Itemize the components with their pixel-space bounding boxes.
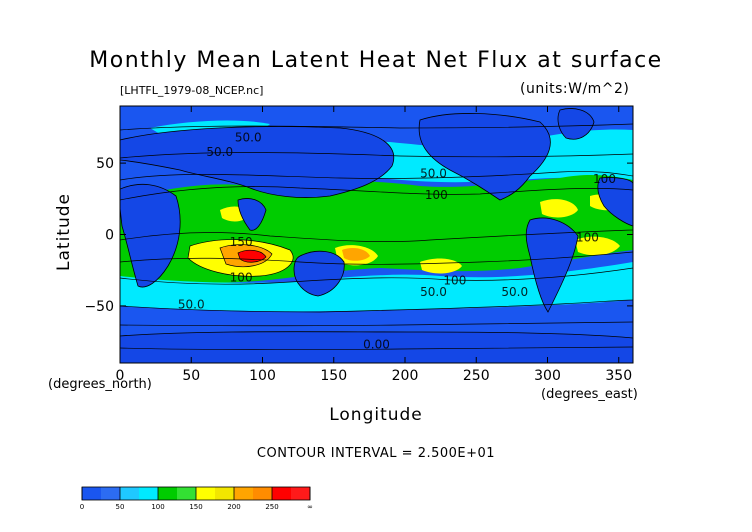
- colorbar-swatch: [215, 487, 235, 500]
- x-tick-label: 50: [182, 368, 200, 384]
- field-s-atlantic-yellow: [575, 236, 620, 256]
- colorbar-label: 250: [265, 503, 278, 511]
- field-caribbean-yellow: [540, 199, 578, 218]
- x-axis-label: Longitude: [329, 405, 423, 425]
- field-s-pacific-orange: [342, 248, 370, 261]
- land-india: [237, 198, 267, 231]
- contour-line: [120, 299, 633, 313]
- y-tick-label: 50: [96, 156, 114, 172]
- colorbar-swatch: [234, 487, 254, 500]
- colorbar-label: 50: [116, 503, 125, 511]
- x-tick-label: 250: [463, 368, 490, 384]
- colorbar-swatch: [253, 487, 273, 500]
- colorbar-swatch: [196, 487, 216, 500]
- contour-line: [120, 229, 633, 243]
- chart-title: Monthly Mean Latent Heat Net Flux at sur…: [89, 48, 663, 73]
- contour-label: 50.0: [235, 131, 262, 145]
- contour-line: [120, 346, 633, 351]
- contour-label: 50.0: [178, 298, 205, 312]
- contour-label: 50.0: [420, 166, 447, 180]
- colorbar-label: 0: [80, 503, 84, 511]
- contour-label: 150: [230, 235, 253, 249]
- units-label: (units:W/m^2): [520, 81, 630, 97]
- land-greenland: [557, 108, 595, 140]
- colorbar-swatch: [120, 487, 140, 500]
- y-tick-label: −50: [84, 299, 114, 315]
- colorbar-swatch: [177, 487, 197, 500]
- contour-label: 50.0: [501, 285, 528, 299]
- contour-line: [120, 186, 633, 201]
- x-tick-label: 300: [534, 368, 561, 384]
- x-tick-label: 150: [320, 368, 347, 384]
- contour-line: [120, 321, 633, 327]
- contour-line: [120, 267, 633, 285]
- contour-label: 50.0: [420, 285, 447, 299]
- colorbar-swatch: [158, 487, 178, 500]
- x-tick-label: 350: [605, 368, 632, 384]
- contour-interval-label: CONTOUR INTERVAL = 2.500E+01: [256, 446, 496, 461]
- contour-label: 100: [593, 172, 616, 186]
- land-antarctica: [120, 331, 633, 363]
- colorbar-label: ∞: [307, 503, 313, 511]
- contour-line: [187, 239, 294, 277]
- field-south-cyan: [120, 262, 633, 312]
- colorbar: 0 50 100 150 200 250 ∞: [80, 486, 313, 511]
- colorbar-label: 150: [189, 503, 202, 511]
- contour-line: [120, 251, 633, 265]
- colorbar-label: 100: [151, 503, 164, 511]
- colorbar-swatch: [101, 487, 121, 500]
- contour-line: [120, 123, 633, 131]
- colorbar-swatch: [139, 487, 159, 500]
- land-south-america: [525, 217, 579, 313]
- x-tick-label: 0: [116, 368, 125, 384]
- contour-lines: [120, 123, 633, 351]
- axes: 0 50 100 150 200 250 300 350 −50 0 50: [84, 106, 633, 384]
- contour-line: [219, 244, 273, 268]
- colorbar-swatch: [291, 487, 311, 500]
- contour-label: 100: [230, 271, 253, 285]
- contour-label: 100: [443, 273, 466, 287]
- y-tick-label: 0: [105, 228, 114, 244]
- x-tick-label: 100: [249, 368, 276, 384]
- contour-line: [120, 171, 633, 181]
- contour-line: [237, 249, 267, 263]
- contour-label: 100: [576, 231, 599, 245]
- contour-label: 50.0: [206, 145, 233, 159]
- colorbar-swatch: [82, 487, 102, 500]
- colorbar-label: 200: [227, 503, 240, 511]
- x-tick-label: 200: [392, 368, 419, 384]
- field-e-pacific-yellow: [420, 258, 462, 274]
- contour-label: 100: [425, 188, 448, 202]
- land-eurasia: [120, 126, 394, 198]
- y-unit-label: (degrees_north): [48, 377, 152, 392]
- source-file-label: [LHTFL_1979-08_NCEP.nc]: [120, 84, 264, 97]
- contour-label: 0.00: [363, 338, 390, 352]
- x-unit-label: (degrees_east): [541, 387, 638, 402]
- colorbar-swatch: [272, 487, 292, 500]
- contour-line: [120, 152, 633, 159]
